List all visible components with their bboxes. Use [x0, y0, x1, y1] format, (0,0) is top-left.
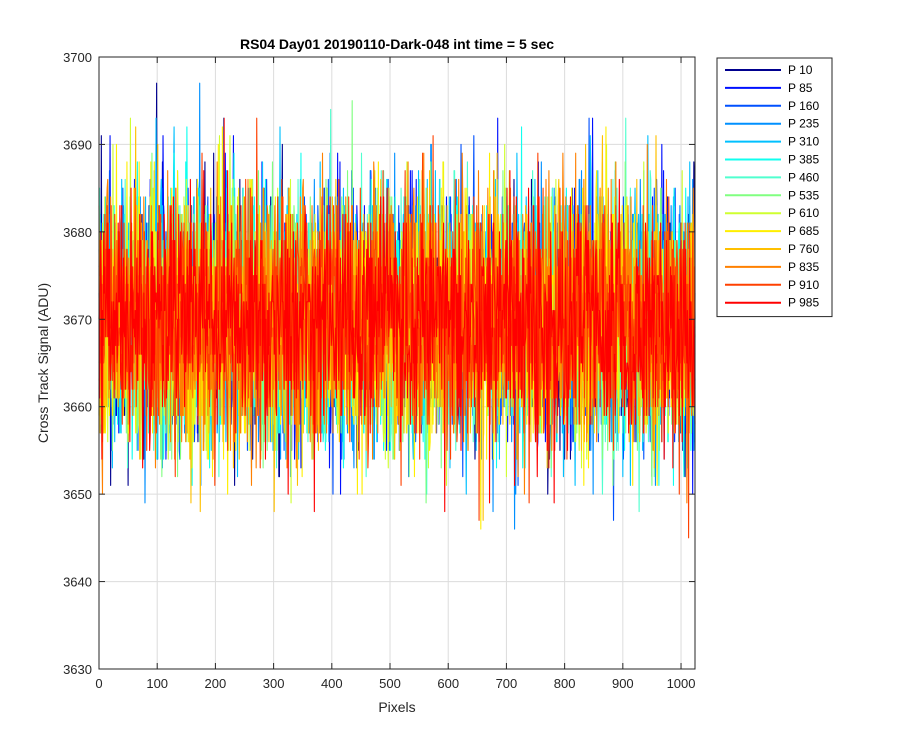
y-tick-label: 3700	[63, 50, 92, 65]
y-tick-label: 3680	[63, 225, 92, 240]
x-tick-label: 700	[496, 676, 518, 691]
x-tick-label: 500	[379, 676, 401, 691]
x-tick-label: 0	[95, 676, 102, 691]
x-tick-label: 800	[554, 676, 576, 691]
y-tick-label: 3660	[63, 400, 92, 415]
series-line-p985	[98, 117, 696, 513]
legend-label: P 835	[788, 260, 819, 274]
x-tick-label: 400	[321, 676, 343, 691]
legend-box	[716, 57, 833, 318]
y-tick-label: 3690	[63, 137, 92, 152]
legend-label: P 160	[788, 99, 819, 113]
y-axis-label: Cross Track Signal (ADU)	[35, 283, 51, 443]
legend-label: P 385	[788, 153, 819, 167]
legend: P 10 P 85 P 160 P 235 P 310 P 385 P 460 P 535 P …	[716, 57, 833, 318]
axis-ticks: 0 100 200 300 400 500 600 700 800 900 1000 3630 3640…	[63, 50, 695, 691]
y-tick-label: 3630	[63, 662, 92, 677]
legend-label: P 85	[788, 81, 813, 95]
legend-label: P 235	[788, 117, 819, 131]
legend-label: P 610	[788, 206, 819, 220]
legend-label: P 985	[788, 296, 819, 310]
legend-label: P 685	[788, 224, 819, 238]
chart-title: RS04 Day01 20190110-Dark-048 int time = …	[240, 36, 554, 52]
legend-label: P 760	[788, 242, 819, 256]
legend-label: P 910	[788, 278, 819, 292]
x-tick-label: 200	[205, 676, 227, 691]
x-tick-label: 600	[437, 676, 459, 691]
x-tick-label: 1000	[667, 676, 696, 691]
y-tick-label: 3640	[63, 575, 92, 590]
x-axis-label: Pixels	[378, 699, 415, 715]
data-series	[98, 82, 696, 539]
legend-label: P 460	[788, 170, 819, 184]
legend-label: P 10	[788, 63, 813, 77]
legend-label: P 535	[788, 188, 819, 202]
x-tick-label: 300	[263, 676, 285, 691]
y-tick-label: 3670	[63, 312, 92, 327]
plot-frame	[98, 56, 696, 670]
x-tick-label: 900	[612, 676, 634, 691]
y-tick-label: 3650	[63, 487, 92, 502]
x-tick-label: 100	[146, 676, 168, 691]
legend-label: P 310	[788, 135, 819, 149]
